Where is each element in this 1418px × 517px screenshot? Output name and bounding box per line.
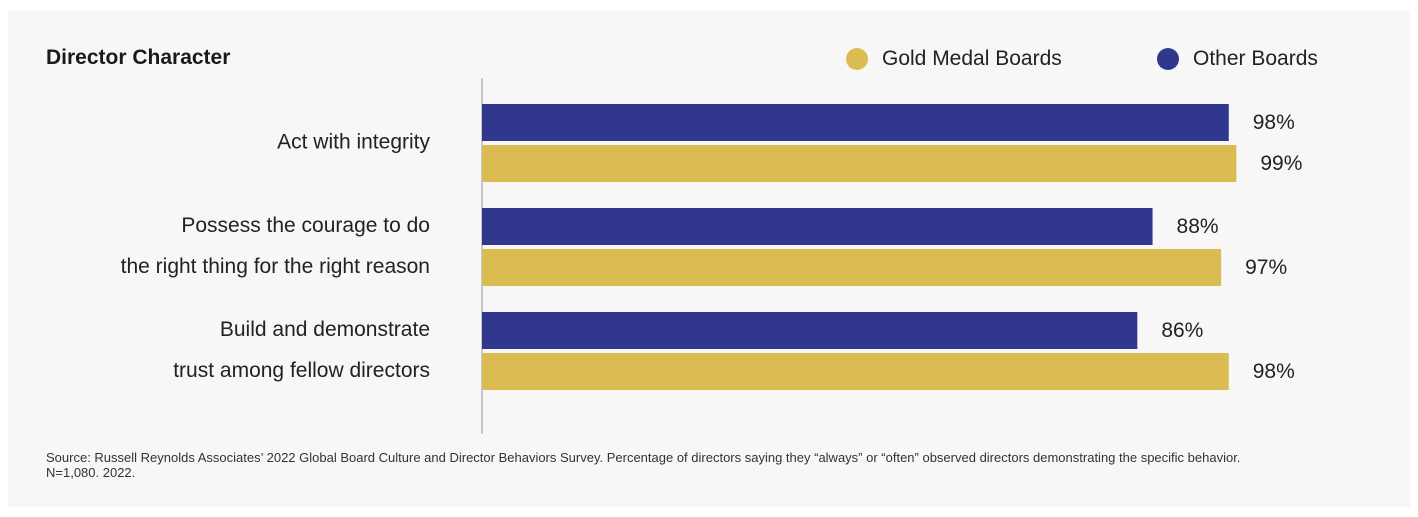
category-label: Build and demonstrate — [220, 318, 430, 341]
chart-title: Director Character — [46, 46, 231, 69]
data-label: 97% — [1245, 256, 1287, 279]
legend-item-other-boards: Other Boards — [1157, 46, 1318, 72]
bar-gold-medal-boards — [482, 249, 1222, 286]
category-label: Possess the courage to do — [181, 214, 430, 237]
data-label: 86% — [1161, 319, 1203, 342]
source-note: Source: Russell Reynolds Associates’ 202… — [46, 450, 1241, 480]
data-label: 98% — [1253, 360, 1295, 383]
bar-other-boards — [482, 104, 1229, 141]
bar-gold-medal-boards — [482, 145, 1237, 182]
legend-label-other-boards: Other Boards — [1193, 47, 1318, 70]
bar-gold-medal-boards — [482, 353, 1229, 390]
data-label: 99% — [1260, 152, 1302, 175]
category-label: Act with integrity — [277, 131, 430, 154]
data-label: 98% — [1253, 111, 1295, 134]
legend-label-gold-medal-boards: Gold Medal Boards — [882, 47, 1062, 70]
data-label: 88% — [1177, 215, 1219, 238]
legend-swatch-gold-icon — [846, 48, 868, 70]
category-label: the right thing for the right reason — [121, 255, 430, 278]
bar-other-boards — [482, 208, 1153, 245]
bar-other-boards — [482, 312, 1138, 349]
legend-swatch-other-icon — [1157, 48, 1179, 70]
category-label: trust among fellow directors — [173, 359, 430, 382]
legend-item-gold-medal-boards: Gold Medal Boards — [846, 46, 1062, 72]
